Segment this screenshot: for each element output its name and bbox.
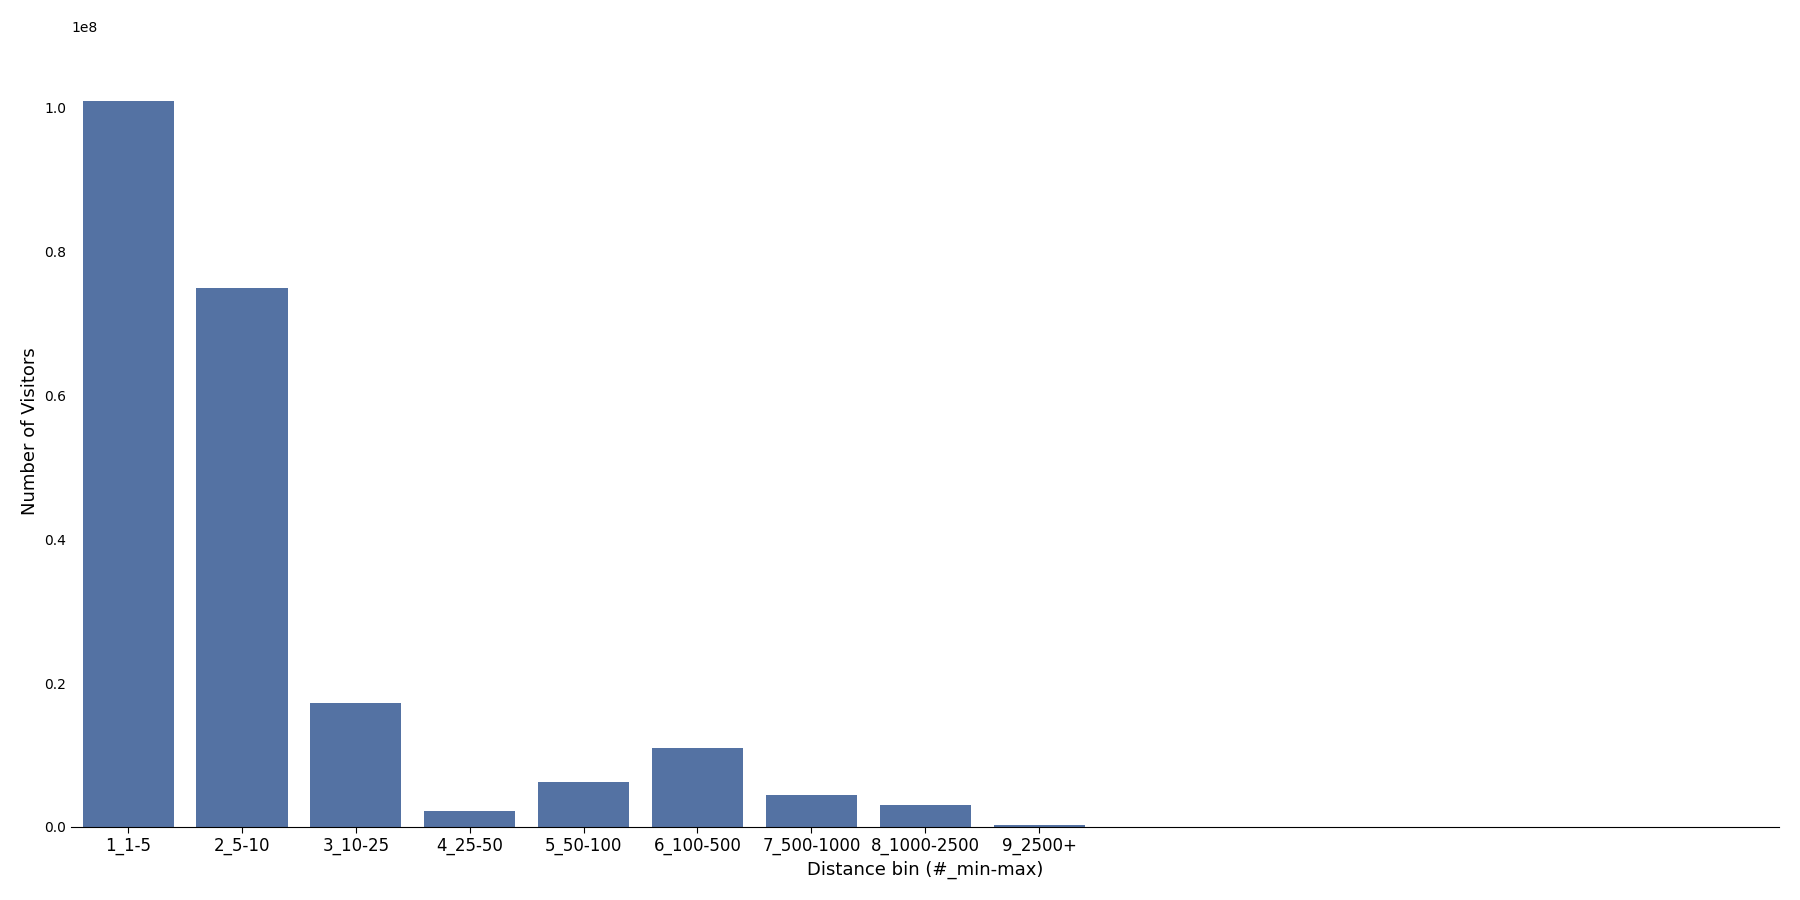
X-axis label: Distance bin (#_min-max): Distance bin (#_min-max) [806,861,1044,879]
Bar [310,703,401,827]
Bar [652,748,743,827]
Bar [83,101,175,827]
Bar [765,795,857,827]
Bar [880,806,970,827]
Bar [196,288,288,827]
Y-axis label: Number of Visitors: Number of Visitors [22,347,40,516]
Bar [425,811,515,827]
Bar [538,782,630,827]
Bar [994,825,1085,827]
